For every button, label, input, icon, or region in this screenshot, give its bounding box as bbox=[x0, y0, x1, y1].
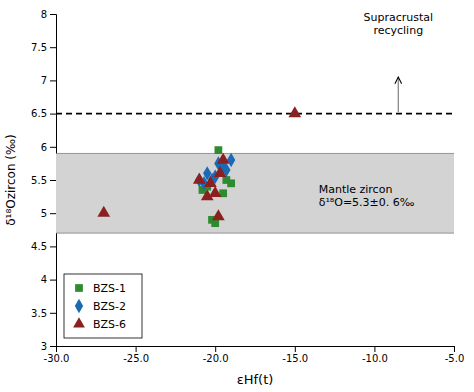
y-tick-label: 3.5 bbox=[31, 308, 47, 319]
legend-label: BZS-1 bbox=[93, 282, 126, 295]
y-tick-mark bbox=[50, 346, 56, 347]
chart: -30.0 -25.0 -20.0 -15.0 -10.0 -5.0 3 3.5 4 4.5 5 5.… bbox=[0, 0, 474, 392]
marks bbox=[56, 77, 454, 233]
y-tick: 6 bbox=[41, 142, 56, 153]
legend-symbol bbox=[75, 284, 83, 292]
point bbox=[217, 153, 230, 164]
y-tick-mark bbox=[50, 213, 56, 214]
y-tick: 4 bbox=[41, 274, 56, 285]
y-tick-mark bbox=[50, 47, 56, 48]
band-edge bbox=[56, 153, 454, 154]
x-tick: -30.0 bbox=[44, 346, 70, 364]
point bbox=[215, 146, 223, 154]
y-tick-label: 8 bbox=[41, 9, 47, 20]
plot: -30.0 -25.0 -20.0 -15.0 -10.0 -5.0 3 3.5 4 4.5 5 5.… bbox=[31, 9, 464, 364]
x-tick-mark bbox=[454, 346, 455, 352]
y-tick-mark bbox=[50, 80, 56, 81]
y-tick-mark bbox=[50, 280, 56, 281]
y-tick-label: 3 bbox=[41, 341, 47, 352]
point bbox=[193, 173, 206, 184]
y-tick-label: 5.5 bbox=[31, 175, 47, 186]
y-axis-title: δ¹⁸Ozircon (‰) bbox=[4, 134, 18, 226]
y-tick: 3 bbox=[41, 341, 56, 352]
x-tick: -10.0 bbox=[362, 346, 388, 364]
legend-label: BZS-2 bbox=[93, 300, 126, 313]
y-axis: 3 3.5 4 4.5 5 5.5 6 6.5 7 7.5 8 bbox=[31, 9, 56, 352]
x-axis: -30.0 -25.0 -20.0 -15.0 -10.0 -5.0 bbox=[44, 346, 465, 364]
legend-label: BZS-6 bbox=[93, 318, 126, 331]
x-tick-mark bbox=[374, 346, 375, 352]
legend-symbol bbox=[75, 299, 83, 313]
series bbox=[97, 106, 301, 220]
x-tick-mark bbox=[215, 346, 216, 352]
legend: BZS-1 BZS-2 BZS-6 bbox=[64, 274, 142, 338]
point bbox=[97, 206, 110, 217]
x-tick-label: -30.0 bbox=[44, 353, 70, 364]
y-tick-label: 7 bbox=[41, 75, 47, 86]
legend-symbol bbox=[73, 317, 85, 327]
y-tick-label: 6 bbox=[41, 142, 47, 153]
x-tick: -5.0 bbox=[445, 346, 465, 364]
y-tick-mark bbox=[50, 147, 56, 148]
y-tick-mark bbox=[50, 313, 56, 314]
point bbox=[222, 176, 230, 184]
y-domain bbox=[50, 15, 57, 347]
point bbox=[209, 186, 222, 197]
reference-line bbox=[56, 113, 454, 115]
y-tick: 5 bbox=[41, 208, 56, 219]
legend-frame bbox=[64, 274, 142, 338]
x-tick: -25.0 bbox=[123, 346, 149, 364]
y-tick: 7.5 bbox=[31, 42, 56, 53]
y-tick: 4.5 bbox=[31, 241, 56, 252]
annotation: Supracrustalrecycling bbox=[363, 11, 433, 37]
series bbox=[199, 146, 235, 227]
x-tick-label: -5.0 bbox=[445, 353, 465, 364]
x-tick-label: -15.0 bbox=[282, 353, 308, 364]
y-tick: 3.5 bbox=[31, 308, 56, 319]
x-tick-mark bbox=[295, 346, 296, 352]
y-tick-mark bbox=[50, 246, 56, 247]
y-tick-label: 4.5 bbox=[31, 241, 47, 252]
point bbox=[214, 166, 227, 177]
y-tick: 8 bbox=[41, 9, 56, 20]
x-tick-label: -10.0 bbox=[362, 353, 388, 364]
x-tick-mark bbox=[136, 346, 137, 352]
x-tick-label: -20.0 bbox=[203, 353, 229, 364]
annotation: Mantle zirconδ¹⁸O=5.3±0. 6‰ bbox=[319, 183, 415, 209]
annotation-line: δ¹⁸O=5.3±0. 6‰ bbox=[319, 196, 415, 209]
x-tick: -15.0 bbox=[282, 346, 308, 364]
point bbox=[227, 153, 235, 167]
band-edge bbox=[56, 233, 454, 234]
x-axis-title: εHf(t) bbox=[237, 372, 274, 387]
point bbox=[212, 209, 225, 220]
y-tick: 7 bbox=[41, 75, 56, 86]
y-tick-label: 5 bbox=[41, 208, 47, 219]
y-tick-mark bbox=[50, 180, 56, 181]
y-tick-label: 6.5 bbox=[31, 108, 47, 119]
band bbox=[56, 153, 454, 233]
annotation-line: recycling bbox=[373, 24, 423, 37]
y-tick: 6.5 bbox=[31, 108, 56, 119]
x-tick: -20.0 bbox=[203, 346, 229, 364]
y-tick-label: 4 bbox=[41, 274, 47, 285]
annotation-line: Mantle zircon bbox=[319, 183, 393, 196]
x-tick-label: -25.0 bbox=[123, 353, 149, 364]
y-tick: 5.5 bbox=[31, 175, 56, 186]
arrow bbox=[398, 77, 399, 112]
y-tick-mark bbox=[50, 14, 56, 15]
annotation-line: Supracrustal bbox=[363, 11, 433, 24]
x-domain bbox=[57, 347, 455, 353]
point bbox=[204, 176, 217, 187]
y-tick-label: 7.5 bbox=[31, 42, 47, 53]
series bbox=[195, 153, 235, 191]
point bbox=[288, 106, 301, 117]
y-tick-mark bbox=[50, 114, 56, 115]
